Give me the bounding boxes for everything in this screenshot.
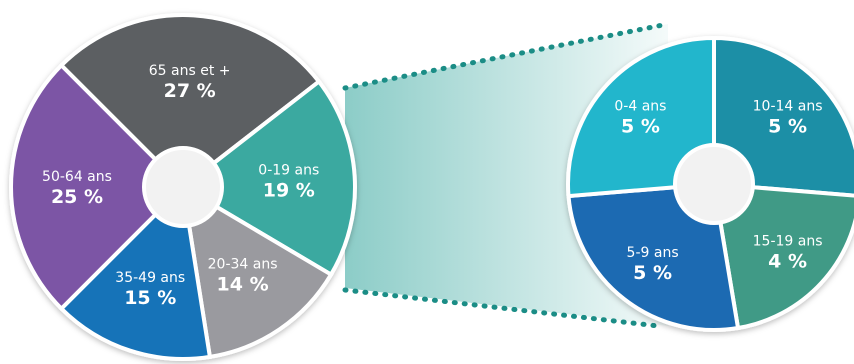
slice-value-0-4-ans: 5 % — [621, 115, 660, 137]
slice-0-4-ans — [566, 35, 716, 199]
slice-label-5-9-ans: 5-9 ans — [627, 245, 679, 261]
slice-label-0-4-ans: 0-4 ans — [614, 98, 666, 114]
slice-0-19-ans — [179, 78, 357, 278]
slice-10-14-ans — [712, 35, 854, 198]
slice-value-50-64-ans: 25 % — [51, 186, 103, 208]
pie-center-hole — [673, 143, 755, 225]
slice-35-49-ans — [58, 182, 213, 361]
slice-50-64-ans — [9, 62, 186, 312]
pie-center-hole — [142, 146, 224, 228]
slice-value-35-49-ans: 15 % — [124, 287, 176, 309]
slice-value-65-ans-et-plus: 27 % — [164, 80, 216, 102]
slice-value-0-19-ans: 19 % — [263, 179, 315, 201]
slice-label-65-ans-et-plus: 65 ans et + — [149, 63, 231, 79]
slice-value-20-34-ans: 14 % — [217, 274, 269, 296]
slice-20-34-ans — [180, 183, 334, 360]
slice-value-5-9-ans: 5 % — [633, 262, 672, 284]
zoom-connector-bottom — [342, 287, 661, 329]
slice-label-20-34-ans: 20-34 ans — [208, 257, 278, 273]
slice-value-15-19-ans: 4 % — [768, 251, 807, 273]
slice-15-19-ans — [711, 181, 854, 331]
slice-label-50-64-ans: 50-64 ans — [42, 169, 112, 185]
slice-label-10-14-ans: 10-14 ans — [753, 98, 823, 114]
slice-label-35-49-ans: 35-49 ans — [115, 270, 185, 286]
slice-label-0-19-ans: 0-19 ans — [258, 162, 319, 178]
slice-value-10-14-ans: 5 % — [768, 115, 807, 137]
slice-label-15-19-ans: 15-19 ans — [753, 234, 823, 250]
slice-65-ans-et-plus — [58, 13, 322, 190]
